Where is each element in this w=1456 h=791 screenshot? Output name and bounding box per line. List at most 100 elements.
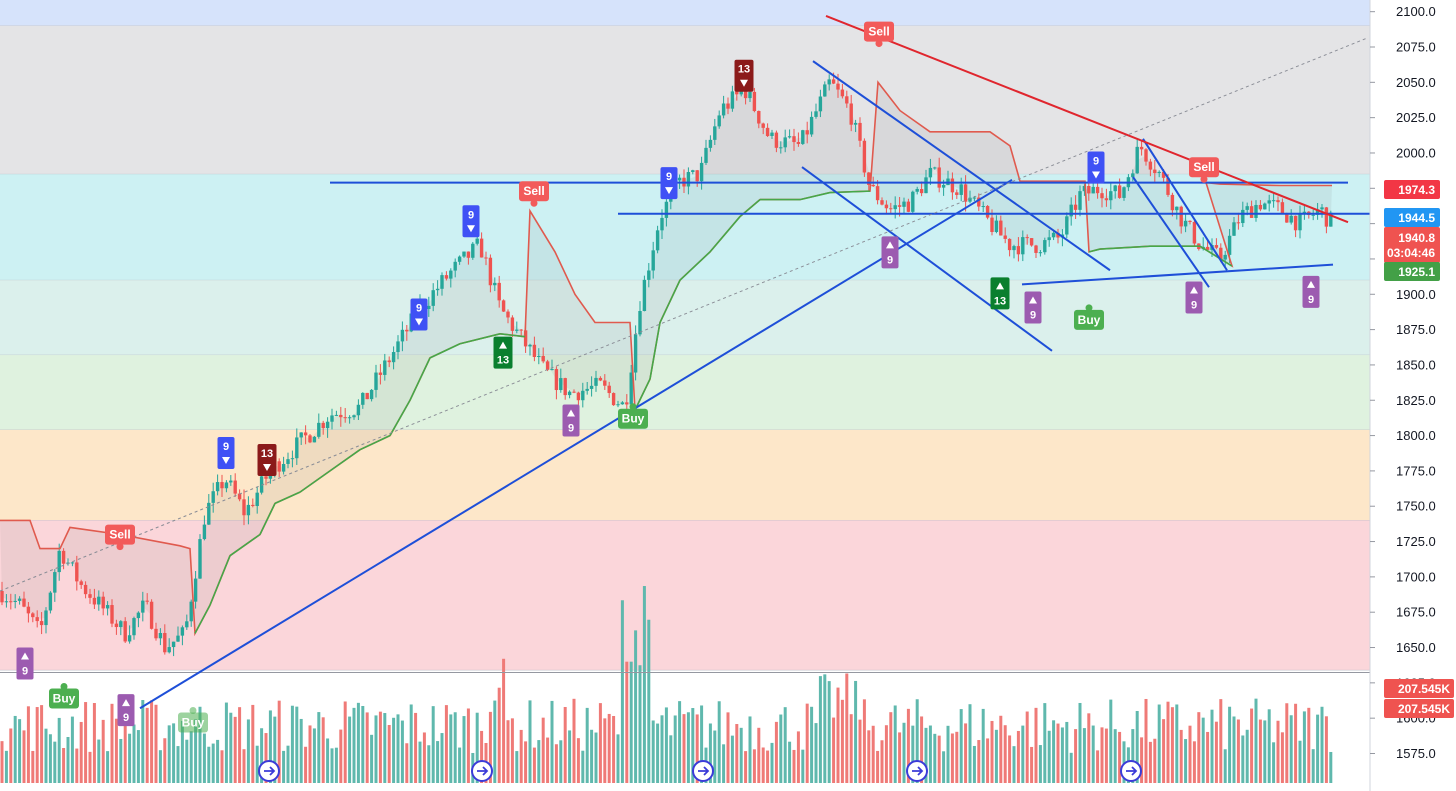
- volume-bar: [493, 700, 497, 783]
- volume-bar: [84, 702, 88, 783]
- drawn-trendlines[interactable]: [0, 14, 1383, 710]
- volume-bar: [106, 751, 110, 783]
- candle: [330, 408, 334, 430]
- volume-bar: [189, 731, 193, 783]
- volume-bar: [216, 739, 220, 783]
- volume-bar: [722, 744, 726, 783]
- candle: [158, 628, 163, 646]
- volume-bar: [268, 710, 272, 783]
- down-arrow-icon: [222, 456, 230, 464]
- volume-bar: [290, 705, 294, 783]
- volume-bar: [990, 720, 994, 783]
- candle: [1012, 244, 1016, 259]
- candle: [444, 271, 449, 281]
- candle: [334, 410, 339, 417]
- trendline-rising-support[interactable]: [1021, 263, 1334, 286]
- candle: [347, 415, 352, 424]
- candle: [1157, 170, 1161, 178]
- candle: [132, 616, 136, 640]
- replay-marker-icon[interactable]: [906, 760, 928, 782]
- supertrend-up-segment: [194, 604, 211, 634]
- price-axis-background[interactable]: [1370, 0, 1456, 791]
- volume-bar: [761, 747, 765, 783]
- candle: [1003, 227, 1007, 244]
- volume-bar: [1052, 720, 1056, 783]
- volume-bar: [176, 746, 180, 783]
- candle: [814, 103, 818, 119]
- candle: [827, 74, 831, 91]
- trendline-channel-lower[interactable]: [801, 166, 1053, 352]
- volume-bar: [823, 674, 827, 783]
- candle: [53, 569, 57, 602]
- candlesticks[interactable]: [0, 72, 1333, 657]
- signal-sell: Sell: [864, 21, 894, 48]
- candle: [717, 110, 721, 129]
- up-arrow-icon: [122, 699, 130, 707]
- candle: [224, 480, 229, 493]
- candle: [985, 205, 990, 220]
- volume-bar: [1228, 706, 1232, 783]
- volume-bar: [497, 687, 501, 783]
- candle: [1043, 237, 1047, 255]
- trendline-falling-wedge-2[interactable]: [1132, 176, 1210, 288]
- volume-bar: [374, 715, 378, 783]
- volume-bar: [436, 741, 440, 783]
- candle: [950, 172, 955, 200]
- trendline-channel-upper[interactable]: [812, 60, 1111, 272]
- candle: [862, 138, 867, 177]
- volume-bar: [40, 705, 44, 783]
- trendline-major-uptrend[interactable]: [139, 178, 1013, 710]
- volume-bar: [664, 707, 668, 783]
- candle: [1034, 244, 1038, 259]
- replay-marker-icon[interactable]: [1120, 760, 1142, 782]
- trendline-falling-wedge-1[interactable]: [1142, 138, 1228, 271]
- volume-bar: [295, 706, 299, 783]
- candle: [1276, 196, 1280, 212]
- sequential-count-badges: 9 9 9 9 9 13 13 9 9 9 9 9 9 9 13 13: [16, 59, 1320, 727]
- candle: [70, 561, 75, 567]
- signal-dot: [629, 403, 637, 411]
- replay-marker-icon[interactable]: [692, 760, 714, 782]
- volume-bar: [946, 725, 950, 783]
- supertrend-up-segment: [209, 555, 231, 606]
- volume-bar: [440, 733, 444, 783]
- volume-bar: [414, 712, 418, 783]
- candle: [1214, 238, 1219, 250]
- candle: [361, 392, 365, 409]
- volume-bar: [1074, 729, 1078, 783]
- volume-bar: [884, 725, 888, 783]
- volume-bar: [506, 720, 510, 783]
- candle: [440, 272, 444, 296]
- candle: [1249, 200, 1254, 218]
- count-number: 9: [22, 666, 28, 678]
- down-arrow-icon: [1092, 171, 1100, 179]
- volume-bar: [387, 724, 391, 783]
- count-badge-9-down: 9: [1087, 151, 1105, 184]
- volume-bar: [110, 703, 114, 783]
- candle: [365, 392, 369, 400]
- candle: [537, 348, 541, 365]
- candle: [1267, 194, 1271, 212]
- replay-marker-icon[interactable]: [258, 760, 280, 782]
- candle: [858, 117, 862, 147]
- up-arrow-icon: [499, 341, 507, 349]
- candle: [1016, 237, 1021, 262]
- volume-bar: [1034, 707, 1038, 783]
- volume-bar: [1118, 731, 1122, 783]
- volume-bar: [968, 704, 972, 783]
- replay-marker-icon[interactable]: [471, 760, 493, 782]
- volume-bar: [568, 730, 572, 783]
- volume-bar: [392, 717, 396, 783]
- countdown-text: 03:04:46: [1387, 246, 1435, 260]
- price-tick-label: 1875.0: [1396, 322, 1436, 337]
- candle: [757, 110, 761, 129]
- trendline-descending-resistance[interactable]: [825, 14, 1349, 224]
- count-number: 9: [1030, 309, 1036, 321]
- volume-bar: [1258, 719, 1262, 783]
- candle: [13, 594, 17, 609]
- replay-markers[interactable]: [258, 760, 1142, 782]
- volume-bar: [818, 676, 822, 783]
- candle: [783, 129, 787, 153]
